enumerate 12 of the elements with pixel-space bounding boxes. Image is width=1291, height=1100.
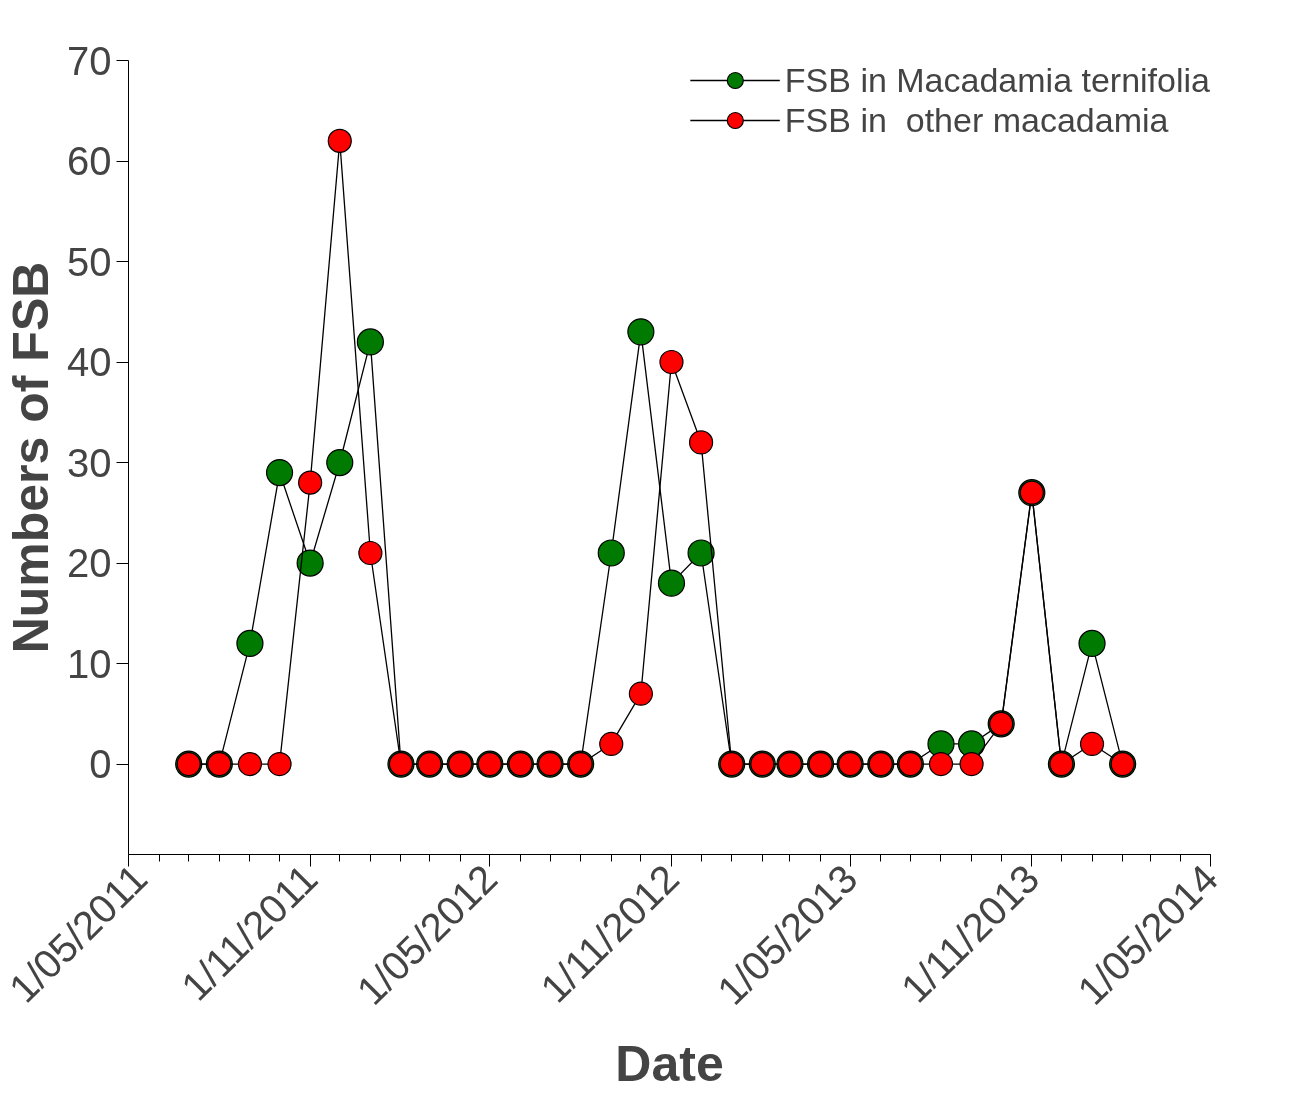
y-tick-label: 20 [67, 541, 112, 586]
legend-label: FSB in Macadamia ternifolia [784, 60, 1210, 100]
y-tick-label: 10 [67, 641, 112, 686]
y-axis-title: Numbers of FSB [3, 261, 60, 654]
y-tick-label: 50 [67, 239, 112, 284]
x-axis-title: Date [615, 1036, 724, 1093]
y-tick-label: 30 [67, 440, 112, 485]
y-tick-label: 40 [67, 340, 112, 385]
y-tick-label: 60 [67, 139, 112, 184]
y-tick-label: 70 [67, 38, 112, 83]
y-tick-label: 0 [89, 742, 112, 787]
legend-label: FSB in other macadamia [784, 100, 1169, 140]
